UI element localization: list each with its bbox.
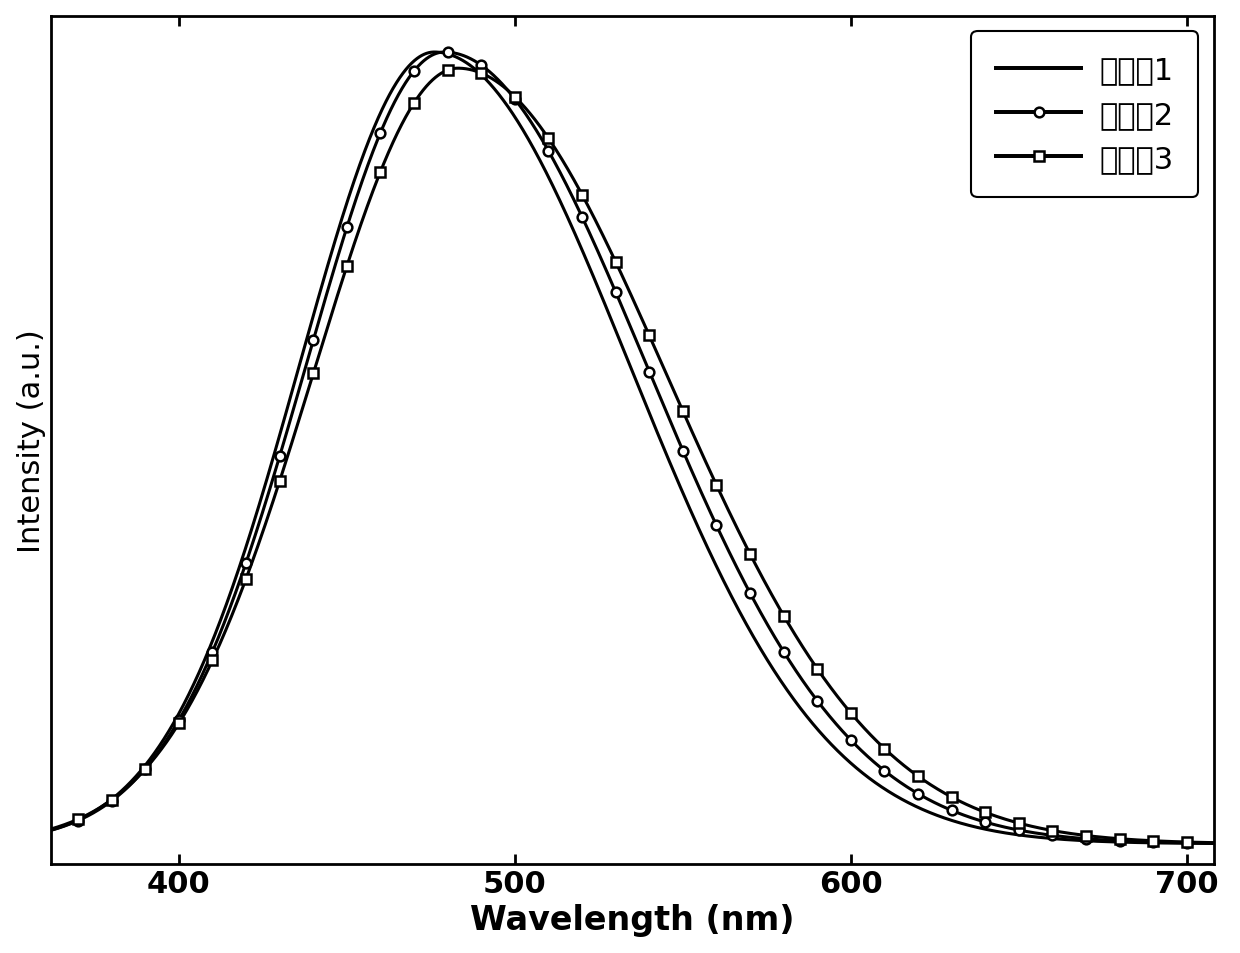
Y-axis label: Intensity (a.u.): Intensity (a.u.) — [16, 329, 46, 552]
Legend: 化合灈1, 化合灈2, 化合灈3: 化合灈1, 化合灈2, 化合灈3 — [971, 31, 1199, 198]
X-axis label: Wavelength (nm): Wavelength (nm) — [470, 903, 795, 937]
